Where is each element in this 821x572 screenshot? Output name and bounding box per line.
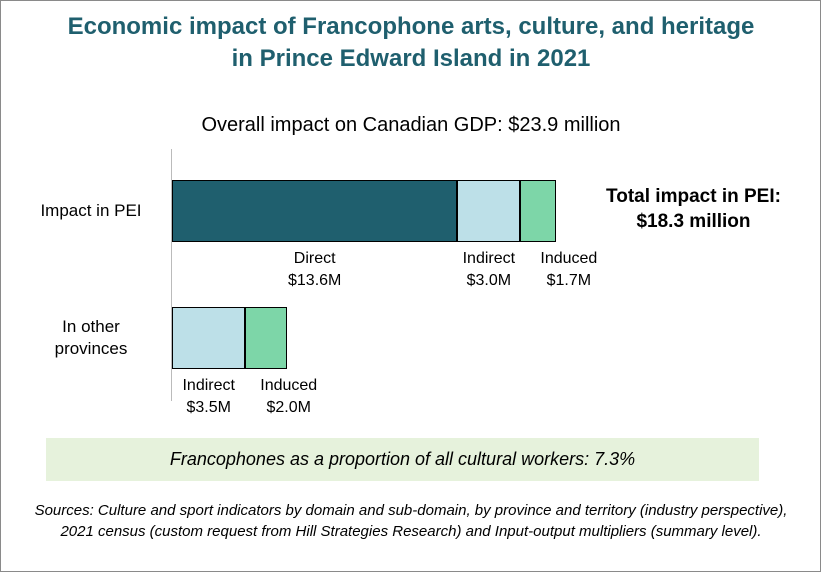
value-label: $2.0M [266, 399, 311, 416]
series-label: Induced [540, 250, 598, 267]
value-label: $3.5M [186, 399, 231, 416]
note: Francophones as a proportion of all cult… [46, 438, 759, 481]
bar-segment [520, 180, 556, 242]
chart-title: Economic impact of Francophone arts, cul… [67, 13, 755, 72]
bar-segment [245, 307, 288, 369]
value-label: $1.7M [546, 272, 592, 289]
category-label: Impact in PEI [40, 201, 142, 220]
value-label: $3.0M [466, 272, 512, 289]
bar-segment [172, 180, 458, 242]
series-label: Induced [260, 377, 318, 394]
series-label: Indirect [182, 377, 235, 394]
bar-segment [457, 180, 521, 242]
source: Sources: Culture and sport indicators by… [34, 502, 788, 540]
annotation: Total impact in PEI: $18.3 million [606, 186, 781, 232]
series-label: Direct [293, 250, 336, 267]
category-label: In other provinces [54, 317, 128, 358]
bar-segment [172, 307, 246, 369]
value-label: $13.6M [288, 272, 342, 289]
chart-subtitle: Overall impact on Canadian GDP: $23.9 mi… [201, 114, 621, 136]
series-label: Indirect [462, 250, 516, 267]
category-axis [171, 149, 172, 401]
